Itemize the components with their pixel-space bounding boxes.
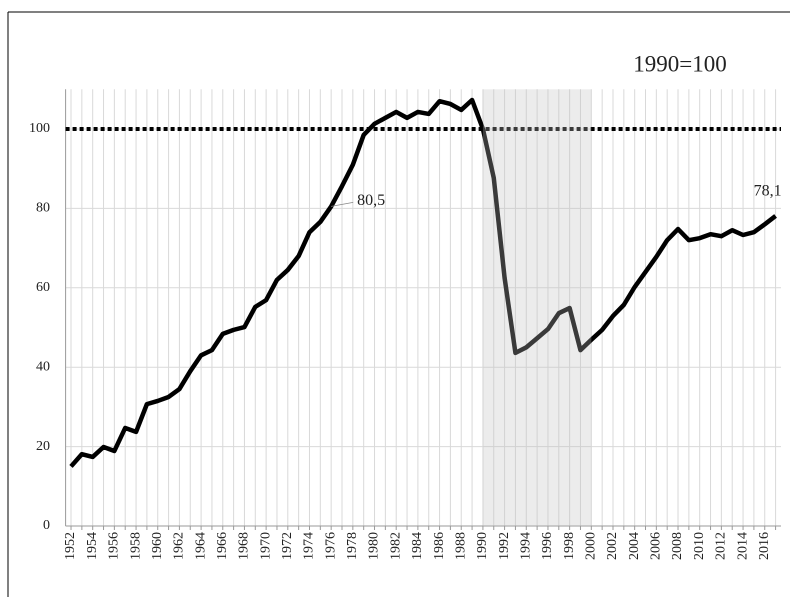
x-tick-label: 1964 [193, 532, 208, 560]
x-tick-label: 2012 [714, 532, 729, 560]
x-tick-label: 1970 [258, 532, 273, 560]
label-leader [331, 202, 354, 207]
x-tick-label: 2014 [735, 532, 750, 560]
x-tick-label: 1982 [388, 532, 403, 560]
y-tick-label: 0 [43, 518, 50, 533]
chart-subtitle: 1990=100 [633, 51, 726, 76]
x-tick-label: 1986 [432, 532, 447, 560]
y-tick-label: 40 [36, 359, 50, 374]
x-tick-label: 2000 [584, 532, 599, 560]
value-label: 80,5 [357, 192, 385, 209]
y-tick-label: 20 [36, 439, 50, 454]
x-tick-label: 1974 [302, 532, 317, 560]
value-label: 78,1 [754, 183, 782, 200]
x-tick-label: 1992 [497, 532, 512, 560]
highlight-band [482, 89, 592, 527]
x-tick-label: 1952 [63, 532, 78, 560]
x-tick-label: 1968 [237, 532, 252, 560]
x-tick-label: 1960 [150, 532, 165, 560]
x-tick-label: 1994 [518, 532, 533, 560]
x-tick-label: 1980 [367, 532, 382, 560]
x-tick-label: 1988 [453, 532, 468, 560]
x-tick-label: 1958 [128, 532, 143, 560]
x-tick-label: 2006 [649, 532, 664, 560]
x-tick-label: 1984 [410, 532, 425, 560]
y-tick-label: 80 [36, 201, 50, 216]
y-tick-label: 60 [36, 280, 50, 295]
data-line [69, 97, 777, 468]
x-tick-label: 1956 [107, 532, 122, 560]
x-tick-label: 1966 [215, 532, 230, 560]
x-tick-label: 2008 [670, 532, 685, 560]
x-tick-label: 2004 [627, 532, 642, 560]
x-tick-label: 1998 [562, 532, 577, 560]
x-tick-label: 1976 [323, 532, 338, 560]
x-tick-label: 1978 [345, 532, 360, 560]
x-tick-label: 2002 [605, 532, 620, 560]
x-tick-label: 2010 [692, 532, 707, 560]
x-tick-label: 1972 [280, 532, 295, 560]
x-tick-label: 1990 [475, 532, 490, 560]
x-tick-label: 1996 [540, 532, 555, 560]
y-tick-label: 100 [29, 121, 50, 136]
x-tick-label: 1962 [172, 532, 187, 560]
x-tick-label: 2016 [757, 532, 772, 560]
x-tick-label: 1954 [85, 532, 100, 560]
